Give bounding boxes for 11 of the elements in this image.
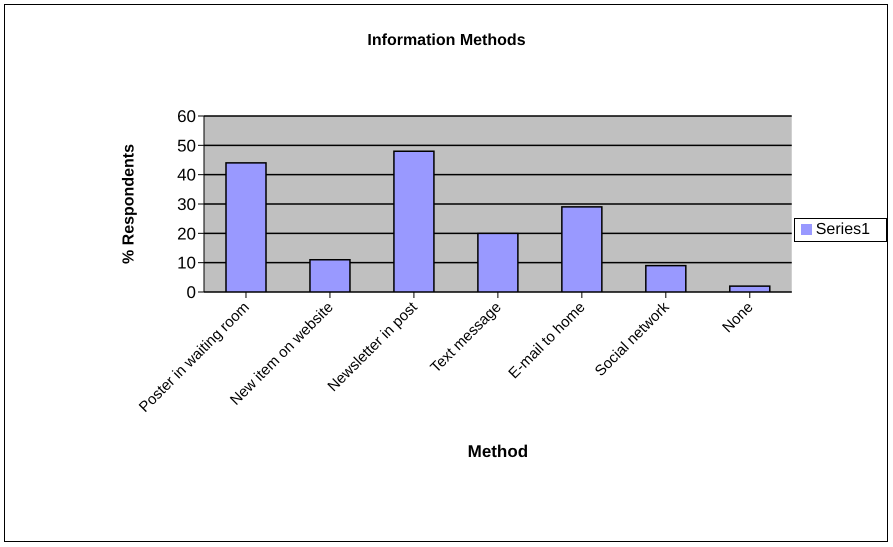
y-tick-label: 10 [177, 254, 196, 273]
legend-label: Series1 [816, 221, 870, 238]
y-tick-label: 20 [177, 224, 196, 244]
chart-title: Information Methods [366, 32, 527, 50]
y-axis-title: % Respondents [120, 144, 138, 264]
y-tick-label: 60 [177, 107, 196, 126]
y-tick-label: 30 [177, 195, 196, 214]
y-tick-label: 50 [177, 136, 196, 156]
y-tick-label: 40 [177, 166, 196, 185]
x-axis-title: Method [468, 442, 528, 461]
y-tick-label: 0 [186, 283, 196, 302]
